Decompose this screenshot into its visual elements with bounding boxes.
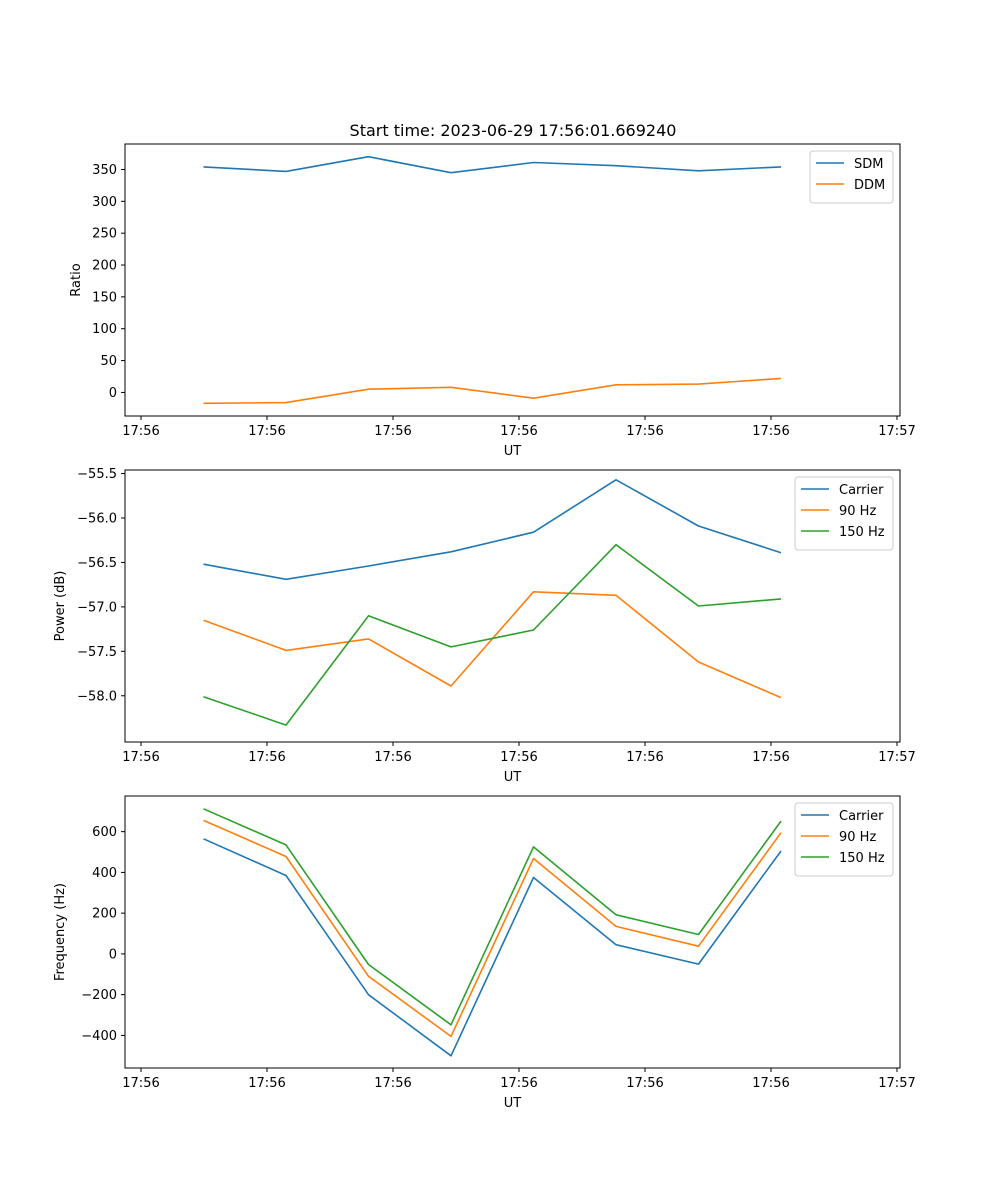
x-tick-label: 17:57	[878, 750, 915, 765]
axes-frame	[124, 795, 901, 1069]
y-tick-label: 200	[92, 259, 117, 274]
x-tick-label: 17:56	[500, 750, 537, 765]
series-line-90-hz	[203, 819, 782, 1038]
y-tick-label: 150	[92, 290, 117, 305]
y-tick-label: 300	[92, 195, 117, 210]
series-line-90-hz	[203, 590, 782, 699]
legend-label: Carrier	[839, 483, 884, 498]
x-tick-label: 17:56	[626, 424, 663, 439]
y-tick-label: −57.0	[77, 600, 117, 615]
series-line-ddm	[203, 377, 782, 405]
y-tick-label: 50	[100, 354, 117, 369]
x-tick-label: 17:56	[500, 1076, 537, 1091]
panel-3: 17:56 17:56 17:56 17:56 17:56 17:56 17:57 −400 −…	[53, 795, 916, 1111]
x-tick-label: 17:56	[374, 750, 411, 765]
x-axis-label: UT	[504, 1096, 522, 1111]
y-tick-label: 600	[92, 825, 117, 840]
panel-2: 17:56 17:56 17:56 17:56 17:56 17:56 17:57 −58.0…	[53, 467, 916, 785]
legend-label: DDM	[854, 178, 885, 193]
y-tick-label: 0	[109, 386, 117, 401]
x-tick-label: 17:56	[500, 424, 537, 439]
axes-frame	[124, 143, 901, 417]
legend-label: 90 Hz	[839, 504, 876, 519]
x-tick-label: 17:56	[752, 750, 789, 765]
y-tick-label: −58.0	[77, 689, 117, 704]
chart-panels: 17:56 17:56 17:56 17:56 17:56 17:56 17:57 0 50 10…	[53, 143, 916, 1111]
y-tick-label: 100	[92, 322, 117, 337]
legend-label: 90 Hz	[839, 830, 876, 845]
x-tick-label: 17:57	[878, 424, 915, 439]
y-tick-label: 250	[92, 227, 117, 242]
x-tick-label: 17:56	[122, 424, 159, 439]
y-tick-label: 400	[92, 866, 117, 881]
y-tick-label: −55.5	[77, 467, 117, 482]
y-tick-label: −56.0	[77, 512, 117, 527]
y-axis-label: Frequency (Hz)	[53, 883, 68, 981]
x-tick-label: 17:56	[248, 750, 285, 765]
x-tick-label: 17:56	[752, 1076, 789, 1091]
x-tick-label: 17:56	[626, 1076, 663, 1091]
x-tick-label: 17:56	[122, 1076, 159, 1091]
x-tick-label: 17:56	[374, 424, 411, 439]
legend: SDM DDM	[809, 150, 894, 204]
x-tick-label: 17:56	[122, 750, 159, 765]
legend-label: 150 Hz	[839, 525, 885, 540]
legend: Carrier 90 Hz 150 Hz	[794, 802, 894, 877]
x-tick-label: 17:56	[752, 424, 789, 439]
legend-label: 150 Hz	[839, 851, 885, 866]
y-axis-label: Ratio	[69, 263, 84, 296]
y-tick-label: 0	[109, 947, 117, 962]
series-line-carrier	[203, 838, 782, 1057]
legend: Carrier 90 Hz 150 Hz	[794, 476, 894, 551]
chart-title: Start time: 2023-06-29 17:56:01.669240	[350, 121, 677, 140]
legend-label: Carrier	[839, 809, 884, 824]
y-tick-label: −400	[81, 1029, 117, 1044]
y-tick-label: −56.5	[77, 556, 117, 571]
x-axis-label: UT	[504, 444, 522, 459]
x-axis-label: UT	[504, 770, 522, 785]
series-line-150-hz	[203, 808, 782, 1026]
axes-frame	[124, 469, 901, 743]
y-tick-label: 200	[92, 907, 117, 922]
x-tick-label: 17:56	[626, 750, 663, 765]
y-axis-label: Power (dB)	[53, 571, 68, 642]
x-tick-label: 17:56	[374, 1076, 411, 1091]
x-tick-label: 17:56	[248, 424, 285, 439]
y-tick-label: −200	[81, 988, 117, 1003]
x-tick-label: 17:56	[248, 1076, 285, 1091]
panel-1: 17:56 17:56 17:56 17:56 17:56 17:56 17:57 0 50 10…	[69, 143, 916, 459]
legend-label: SDM	[854, 157, 883, 172]
series-line-150-hz	[203, 543, 782, 726]
legend-box	[809, 150, 894, 204]
series-line-sdm	[203, 155, 782, 174]
x-tick-label: 17:57	[878, 1076, 915, 1091]
y-tick-label: 350	[92, 163, 117, 178]
series-line-carrier	[203, 478, 782, 581]
y-tick-label: −57.5	[77, 645, 117, 660]
